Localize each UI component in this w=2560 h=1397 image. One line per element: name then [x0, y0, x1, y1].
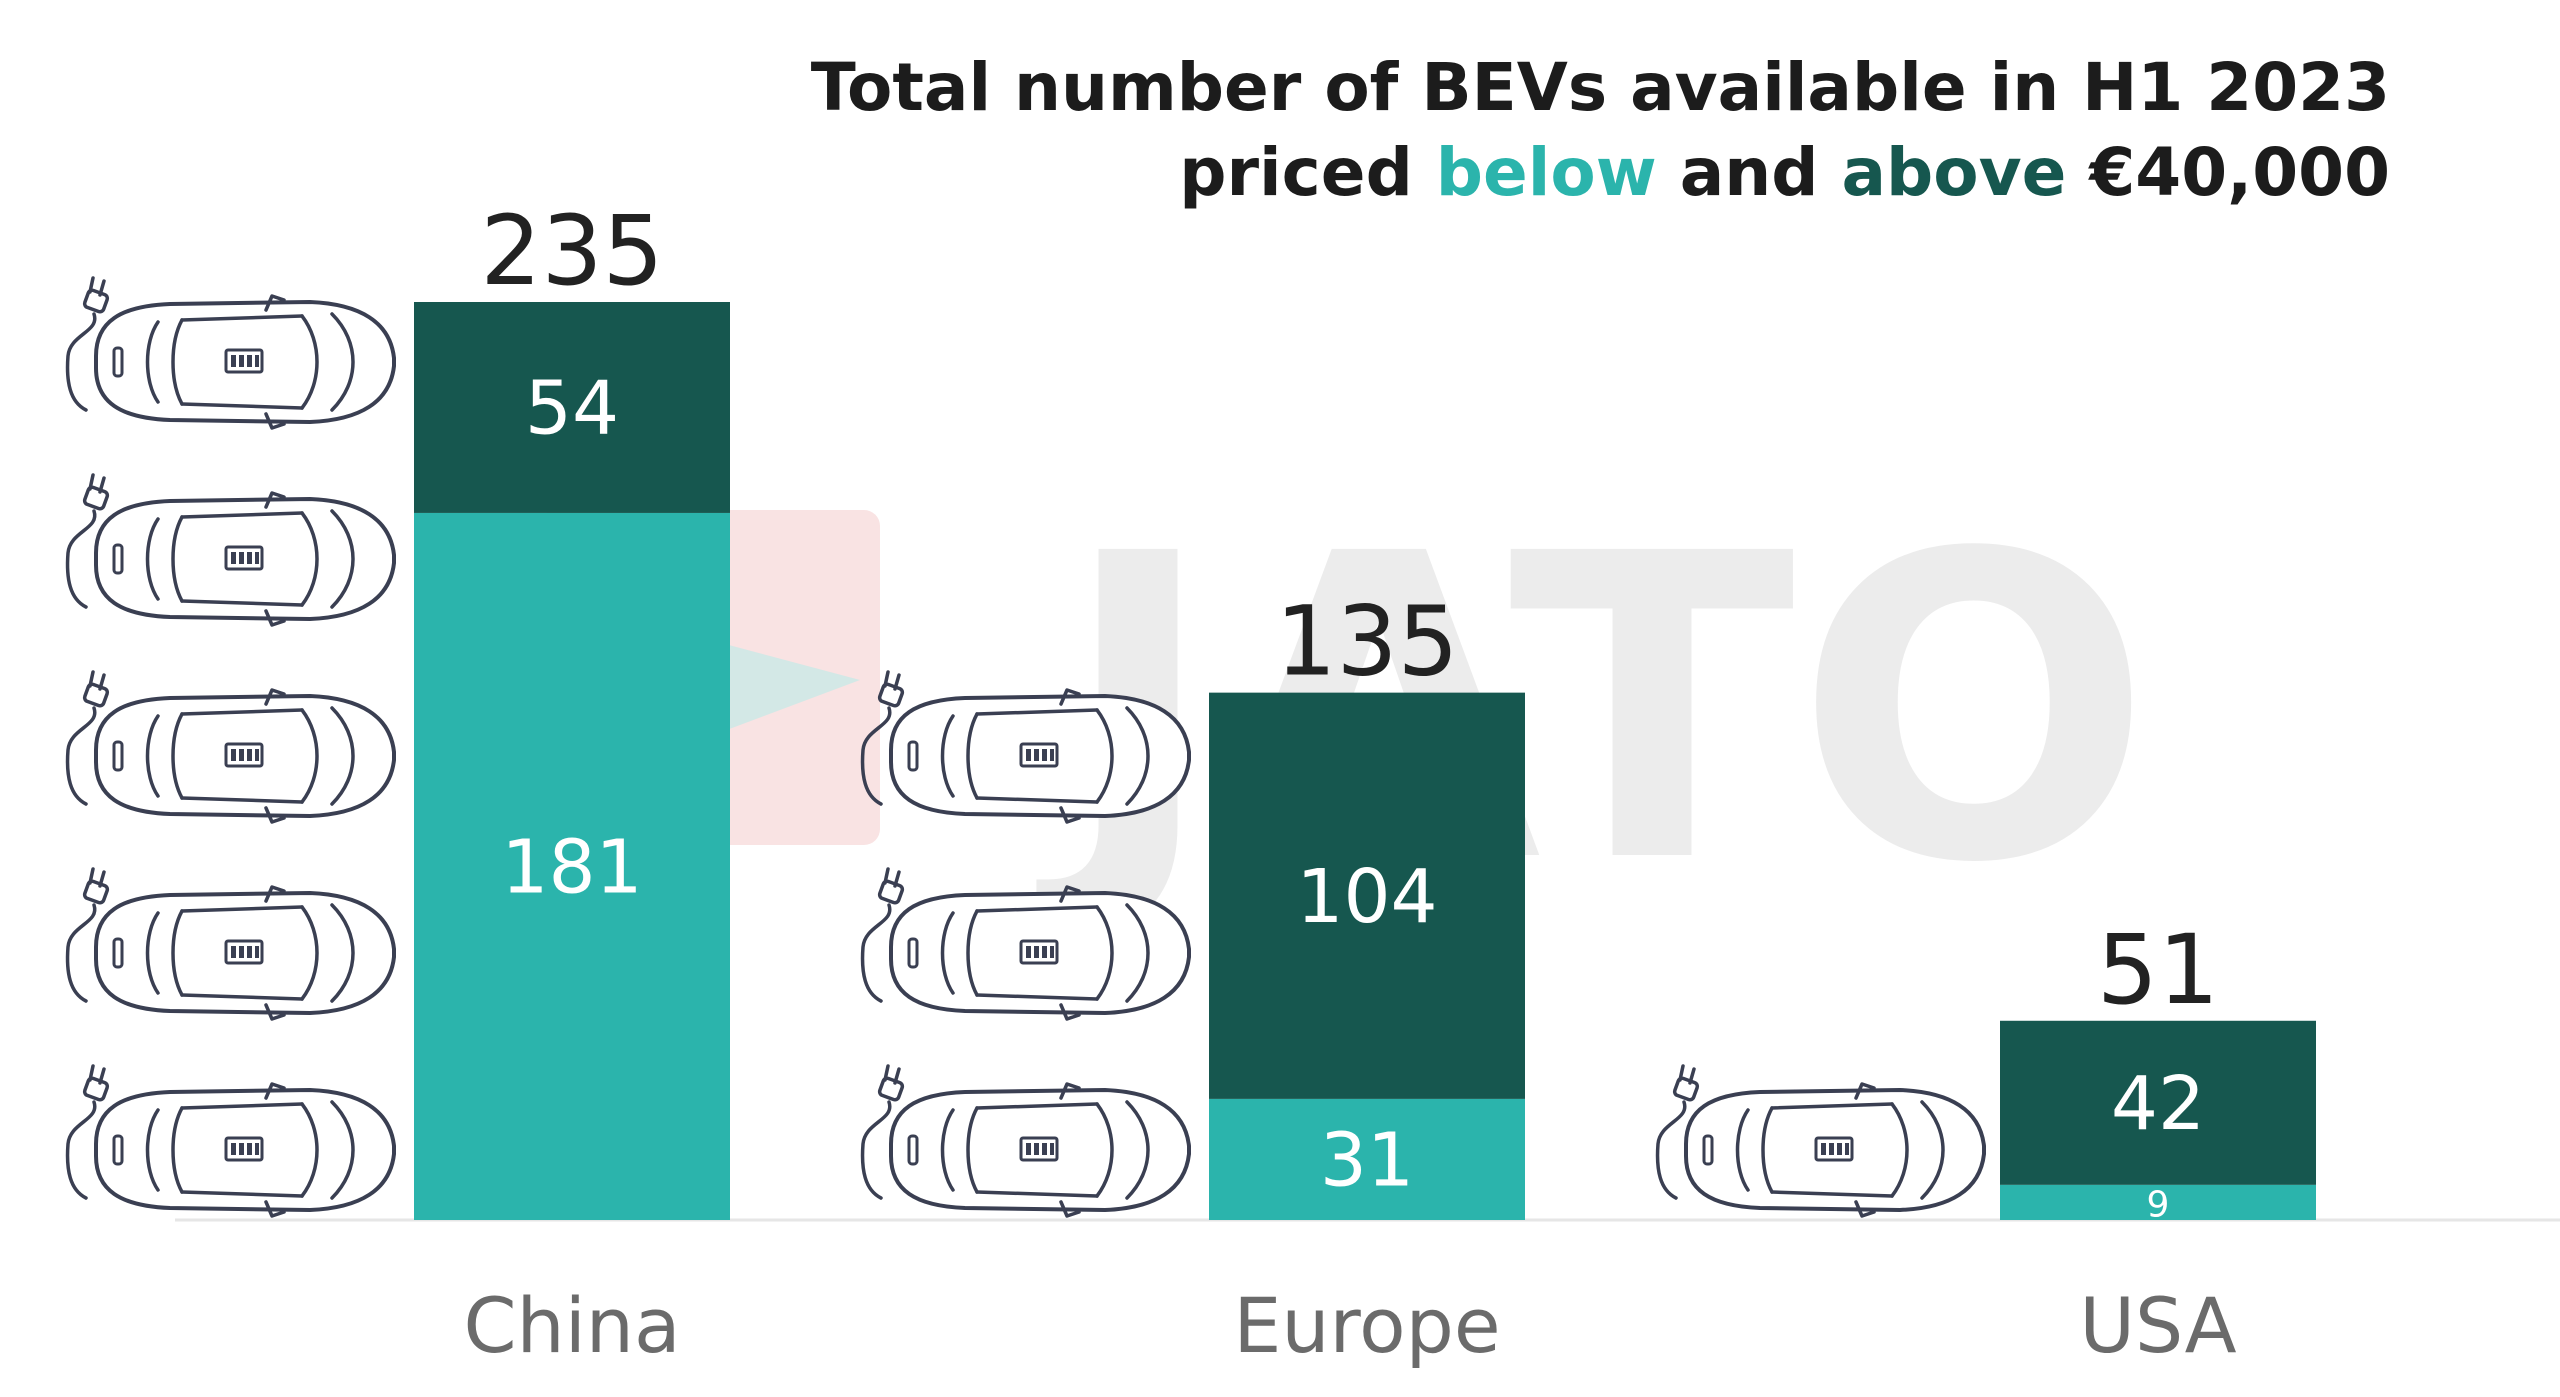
bar-china-below: [414, 512, 730, 1220]
labels-layer: 235 54 181 China 135 104 31 Europe 51 42 9 USA: [463, 195, 2236, 1370]
total-label-europe: 135: [1275, 586, 1458, 698]
ev-car-icon: [65, 276, 397, 430]
segment-label-usa-below: 9: [2147, 1184, 2170, 1225]
bar-usa-below: [2000, 1184, 2316, 1220]
total-label-china: 235: [480, 195, 663, 307]
ev-car-icon: [65, 670, 397, 824]
watermark-text: JATO: [1034, 466, 2153, 955]
bars-layer: [414, 302, 2316, 1220]
segment-label-europe-above: 104: [1296, 854, 1437, 940]
bar-europe-below: [1209, 1098, 1525, 1220]
title-text-priced: priced: [1179, 134, 1436, 211]
ev-car-icon: [1655, 1064, 1986, 1218]
title-highlight-above: above: [1841, 134, 2066, 211]
bar-china-above: [414, 302, 730, 513]
ev-car-icon: [65, 867, 397, 1021]
segment-label-china-below: 181: [501, 824, 642, 910]
ev-car-icon: [65, 1064, 397, 1218]
bar-europe-above: [1209, 692, 1525, 1099]
ev-car-icon: [65, 473, 397, 627]
title-text-and: and: [1657, 134, 1842, 211]
total-label-usa: 51: [2097, 914, 2219, 1026]
title-text-price: €40,000: [2066, 134, 2390, 211]
segment-label-usa-above: 42: [2111, 1061, 2205, 1147]
chart-title-line-1: Total number of BEVs available in H1 202…: [811, 49, 2390, 126]
category-label-usa: USA: [2079, 1281, 2236, 1370]
title-highlight-below: below: [1436, 134, 1657, 211]
chart-title-line-2: priced below and above €40,000: [1179, 134, 2390, 211]
ev-car-icon: [860, 1064, 1191, 1218]
segment-label-china-above: 54: [525, 365, 619, 451]
category-label-china: China: [463, 1281, 680, 1370]
category-label-europe: Europe: [1233, 1281, 1500, 1370]
segment-label-europe-below: 31: [1320, 1117, 1414, 1203]
bar-usa-above: [2000, 1020, 2316, 1185]
